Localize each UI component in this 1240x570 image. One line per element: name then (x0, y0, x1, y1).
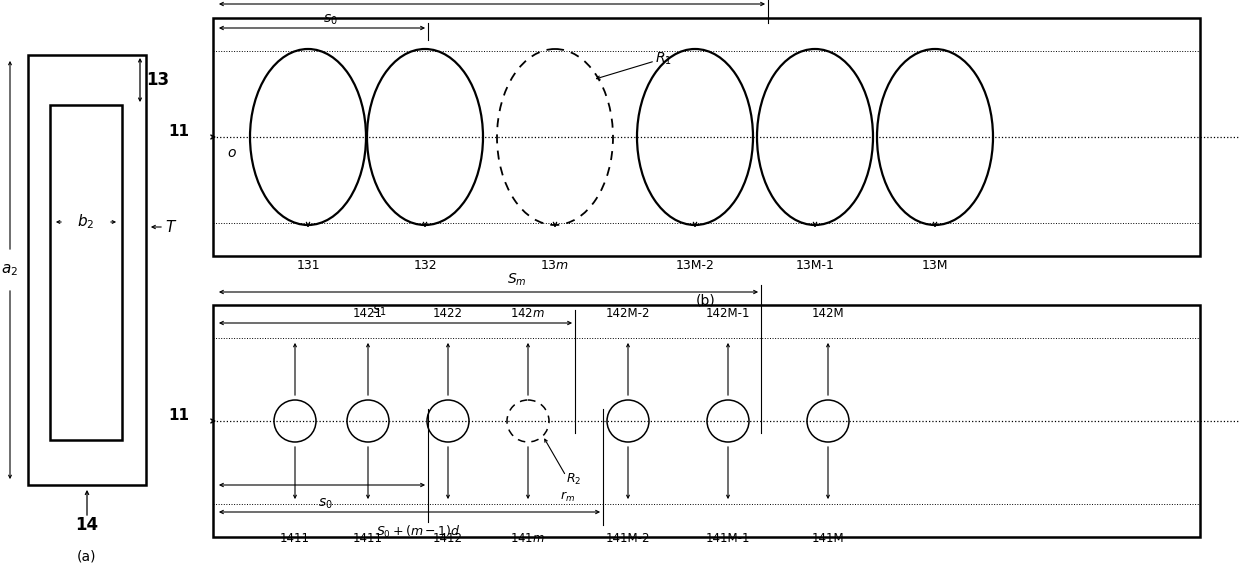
Text: 13M: 13M (921, 259, 949, 272)
Text: 141M: 141M (812, 532, 844, 545)
Text: 1411: 1411 (353, 532, 383, 545)
Text: $R_1$: $R_1$ (655, 51, 672, 67)
Text: 13: 13 (146, 71, 170, 89)
Text: 11: 11 (167, 409, 188, 424)
Text: 132: 132 (413, 259, 436, 272)
Text: $S_m$: $S_m$ (507, 272, 527, 288)
Text: $R_2$: $R_2$ (565, 471, 582, 487)
Text: 13M-1: 13M-1 (796, 259, 835, 272)
Text: 131: 131 (296, 259, 320, 272)
Text: 141M-2: 141M-2 (606, 532, 650, 545)
Text: $T$: $T$ (165, 219, 177, 235)
Bar (50, 105, 122, 440)
Text: 141M-1: 141M-1 (706, 532, 750, 545)
Bar (29, 55, 146, 485)
Text: 13M-2: 13M-2 (676, 259, 714, 272)
Text: 1421: 1421 (353, 307, 383, 320)
Text: $b_2$: $b_2$ (77, 213, 94, 231)
Bar (213, 18, 1200, 256)
Text: $s_0$: $s_0$ (317, 497, 332, 511)
Text: 13$m$: 13$m$ (541, 259, 569, 272)
Text: $r_m$: $r_m$ (560, 490, 575, 504)
Text: $s_1$: $s_1$ (372, 304, 386, 318)
Text: 1422: 1422 (433, 307, 463, 320)
Text: 142M-2: 142M-2 (606, 307, 650, 320)
Text: 142M-1: 142M-1 (706, 307, 750, 320)
Text: $o$: $o$ (227, 146, 237, 160)
Text: (b): (b) (696, 294, 715, 308)
Text: 1411: 1411 (280, 532, 310, 545)
Text: $S_0+(m-1)d$: $S_0+(m-1)d$ (443, 0, 537, 1)
Text: 142M: 142M (812, 307, 844, 320)
Text: (a): (a) (77, 550, 97, 564)
Bar (213, 305, 1200, 537)
Text: 1412: 1412 (433, 532, 463, 545)
Text: $s_0$: $s_0$ (322, 13, 337, 27)
Text: $S_0+(m-1)d$: $S_0+(m-1)d$ (376, 524, 460, 540)
Text: $a_2$: $a_2$ (1, 262, 19, 278)
Text: 141$m$: 141$m$ (511, 532, 546, 545)
Text: 11: 11 (167, 124, 188, 140)
Text: 142$m$: 142$m$ (511, 307, 546, 320)
Text: 14: 14 (76, 516, 98, 534)
